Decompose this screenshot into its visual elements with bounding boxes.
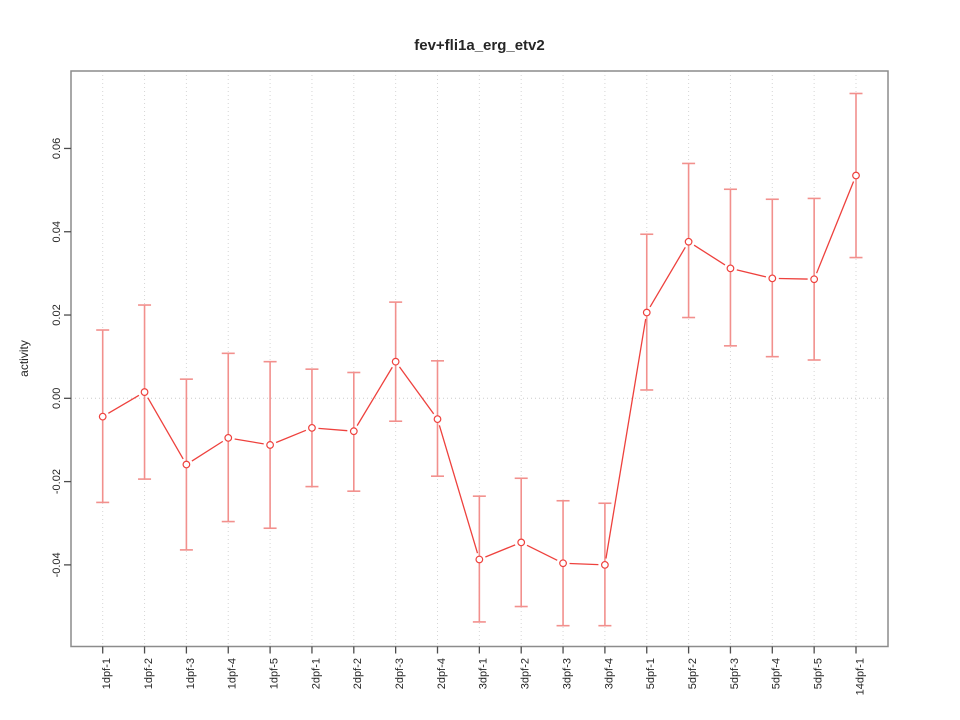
- x-tick-label: 5dpf-1: [645, 658, 657, 689]
- series-segment: [275, 429, 307, 444]
- y-tick-label: -0.02: [51, 469, 63, 494]
- y-tick-label: 0.04: [51, 221, 63, 242]
- data-point: [140, 388, 149, 396]
- series-segment: [191, 440, 224, 462]
- x-tick-label: 1dpf-5: [268, 658, 280, 689]
- series-segment: [693, 244, 726, 266]
- data-point: [517, 538, 526, 547]
- y-tick-label: 0.02: [51, 304, 63, 325]
- series-segment: [438, 425, 479, 554]
- x-tick-label: 5dpf-2: [687, 658, 699, 689]
- x-tick-label: 5dpf-5: [813, 658, 825, 689]
- data-point: [684, 237, 693, 246]
- x-tick-label: 5dpf-3: [729, 658, 741, 689]
- x-tick-label: 2dpf-1: [310, 658, 322, 689]
- data-point: [852, 171, 860, 180]
- data-point: [726, 264, 735, 273]
- y-tick-label: -0.04: [51, 552, 63, 577]
- series-segment: [605, 318, 647, 559]
- series-segment: [526, 544, 558, 561]
- x-tick-label: 3dpf-2: [520, 658, 532, 689]
- x-tick-label: 5dpf-4: [771, 658, 783, 689]
- y-axis-label: activity: [17, 340, 31, 377]
- data-point: [182, 460, 191, 469]
- x-tick-label: 1dpf-4: [227, 658, 239, 689]
- data-point: [308, 423, 316, 432]
- series-segment: [649, 246, 686, 308]
- data-point: [810, 275, 819, 284]
- x-tick-label: 2dpf-3: [394, 658, 406, 689]
- series-segment: [147, 397, 184, 460]
- data-point: [98, 412, 107, 421]
- y-tick-label: 0.00: [51, 388, 63, 409]
- x-tick-label: 2dpf-2: [352, 658, 364, 689]
- x-tick-label: 14dpf-1: [854, 658, 866, 695]
- data-point: [559, 559, 567, 568]
- data-point: [224, 433, 233, 442]
- x-tick-label: 1dpf-3: [185, 658, 197, 689]
- x-tick-label: 3dpf-1: [478, 658, 490, 689]
- data-point: [349, 427, 358, 436]
- series-segment: [318, 427, 348, 432]
- x-tick-label: 3dpf-4: [603, 658, 615, 689]
- x-tick-label: 1dpf-2: [143, 658, 155, 689]
- data-point: [391, 357, 400, 366]
- series-segment: [356, 366, 393, 426]
- series-segment: [569, 562, 599, 566]
- series-segment: [485, 544, 516, 558]
- series-segment: [398, 366, 435, 415]
- plot-area: -0.04 -0.02 0.00 0.02 0.04 0.06 1dpf-1 1dpf-2 1d…: [51, 70, 889, 695]
- data-point: [768, 274, 777, 283]
- data-point: [475, 555, 484, 564]
- data-point: [433, 415, 442, 424]
- series-segment: [778, 277, 808, 280]
- data-point: [266, 441, 275, 449]
- x-tick-label: 3dpf-3: [561, 658, 573, 689]
- y-tick-label: 0.06: [51, 138, 63, 159]
- x-tick-label: 1dpf-1: [101, 658, 113, 689]
- series-segment: [736, 269, 767, 278]
- x-tick-label: 2dpf-4: [436, 658, 448, 689]
- series-segment: [234, 438, 264, 445]
- series-segment: [815, 181, 855, 274]
- data-point: [642, 308, 651, 317]
- chart-title: fev+fli1a_erg_etv2: [414, 37, 545, 54]
- series-segment: [107, 394, 140, 414]
- data-point: [601, 560, 609, 569]
